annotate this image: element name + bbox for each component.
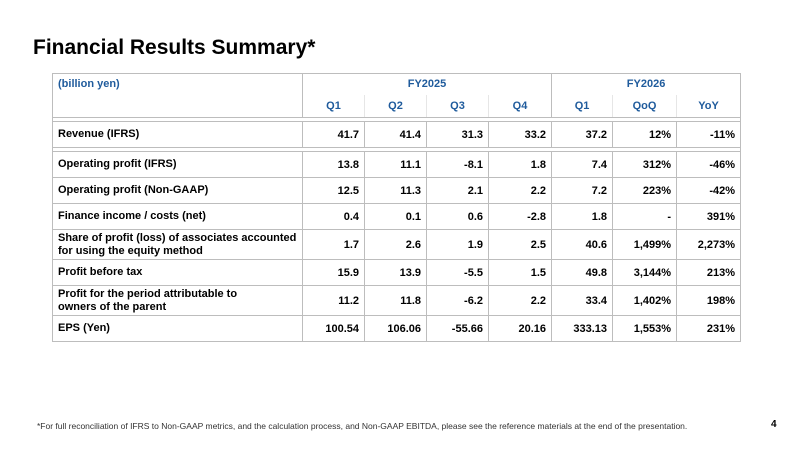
cell: -2.8 <box>487 203 553 230</box>
row-label: Profit before tax <box>52 259 303 286</box>
cell: 2.2 <box>487 285 553 316</box>
col-header: Q1 <box>302 94 365 118</box>
cell: 1.9 <box>426 229 489 260</box>
cell: -46% <box>676 151 742 178</box>
col-header: QoQ <box>612 94 678 118</box>
row-label-line: for using the equity method <box>58 244 203 257</box>
cell: 2.1 <box>426 177 489 204</box>
cell: - <box>612 203 678 230</box>
table-row: Profit before tax 15.9 13.9 -5.5 1.5 49.… <box>52 259 742 286</box>
page-number: 4 <box>771 419 777 430</box>
cell: 2.5 <box>487 229 553 260</box>
cell: -42% <box>676 177 742 204</box>
cell: 7.2 <box>551 177 614 204</box>
cell: 41.4 <box>364 121 427 148</box>
financial-results-table: (billion yen) FY2025 FY2026 Q1 Q2 Q3 Q4 … <box>51 73 742 342</box>
col-header: Q2 <box>364 94 427 118</box>
cell: 100.54 <box>302 315 365 342</box>
cell: 333.13 <box>551 315 614 342</box>
cell: 1.5 <box>487 259 553 286</box>
col-header: Q4 <box>487 94 553 118</box>
row-label-line: Profit for the period attributable to <box>58 287 238 300</box>
cell: 20.16 <box>487 315 553 342</box>
cell: 0.6 <box>426 203 489 230</box>
table-row: Operating profit (IFRS) 13.8 11.1 -8.1 1… <box>52 151 742 178</box>
cell: 7.4 <box>551 151 614 178</box>
cell: 0.4 <box>302 203 365 230</box>
cell: 2.6 <box>364 229 427 260</box>
cell: -6.2 <box>426 285 489 316</box>
group-fy2025: FY2025 <box>301 73 553 95</box>
cell: 11.2 <box>302 285 365 316</box>
cell: 49.8 <box>551 259 614 286</box>
cell: 33.2 <box>487 121 553 148</box>
cell: 31.3 <box>426 121 489 148</box>
header-spacer <box>51 117 742 122</box>
table-row: Operating profit (Non-GAAP) 12.5 11.3 2.… <box>52 177 742 204</box>
row-label: Finance income / costs (net) <box>52 203 303 230</box>
row-label: Share of profit (loss) of associates acc… <box>52 229 303 260</box>
cell: 1.7 <box>302 229 365 260</box>
cell: 41.7 <box>302 121 365 148</box>
table-row: Share of profit (loss) of associates acc… <box>52 229 742 260</box>
col-header: Q1 <box>551 94 614 118</box>
header-row-columns: Q1 Q2 Q3 Q4 Q1 QoQ YoY <box>52 94 742 118</box>
cell: 12% <box>612 121 678 148</box>
col-header: YoY <box>676 94 742 118</box>
cell: 391% <box>676 203 742 230</box>
cell: 11.8 <box>364 285 427 316</box>
cell: 13.9 <box>364 259 427 286</box>
cell: 0.1 <box>364 203 427 230</box>
group-fy2026: FY2026 <box>551 73 742 95</box>
row-label-line: Share of profit (loss) of associates acc… <box>58 231 297 244</box>
cell: 11.3 <box>364 177 427 204</box>
table-row: Finance income / costs (net) 0.4 0.1 0.6… <box>52 203 742 230</box>
row-label: EPS (Yen) <box>52 315 303 342</box>
table-row: Revenue (IFRS) 41.7 41.4 31.3 33.2 37.2 … <box>52 121 742 148</box>
row-label: Revenue (IFRS) <box>52 121 303 148</box>
cell: 15.9 <box>302 259 365 286</box>
unit-label: (billion yen) <box>52 73 303 95</box>
cell: 1.8 <box>551 203 614 230</box>
cell: 1,553% <box>612 315 678 342</box>
cell: -55.66 <box>426 315 489 342</box>
cell: -8.1 <box>426 151 489 178</box>
cell: 2,273% <box>676 229 742 260</box>
row-label-line: owners of the parent <box>58 300 167 313</box>
footnote: *For full reconciliation of IFRS to Non-… <box>37 421 688 431</box>
row-label: Profit for the period attributable to own… <box>52 285 303 316</box>
cell: 312% <box>612 151 678 178</box>
cell: 223% <box>612 177 678 204</box>
cell: -11% <box>676 121 742 148</box>
cell: 11.1 <box>364 151 427 178</box>
cell: 1,499% <box>612 229 678 260</box>
page-title: Financial Results Summary* <box>33 36 316 59</box>
table-row: Profit for the period attributable to own… <box>52 285 742 316</box>
cell: 106.06 <box>364 315 427 342</box>
cell: 198% <box>676 285 742 316</box>
cell: 40.6 <box>551 229 614 260</box>
cell: 2.2 <box>487 177 553 204</box>
row-label: Operating profit (IFRS) <box>52 151 303 178</box>
cell: -5.5 <box>426 259 489 286</box>
col-header: Q3 <box>426 94 489 118</box>
cell: 1,402% <box>612 285 678 316</box>
cell: 1.8 <box>487 151 553 178</box>
table-row: EPS (Yen) 100.54 106.06 -55.66 20.16 333… <box>52 315 742 342</box>
cell: 213% <box>676 259 742 286</box>
header-blank <box>52 94 303 118</box>
cell: 33.4 <box>551 285 614 316</box>
cell: 231% <box>676 315 742 342</box>
cell: 12.5 <box>302 177 365 204</box>
header-row-groups: (billion yen) FY2025 FY2026 <box>52 73 742 95</box>
row-spacer <box>51 147 742 152</box>
row-label: Operating profit (Non-GAAP) <box>52 177 303 204</box>
cell: 3,144% <box>612 259 678 286</box>
cell: 37.2 <box>551 121 614 148</box>
cell: 13.8 <box>302 151 365 178</box>
